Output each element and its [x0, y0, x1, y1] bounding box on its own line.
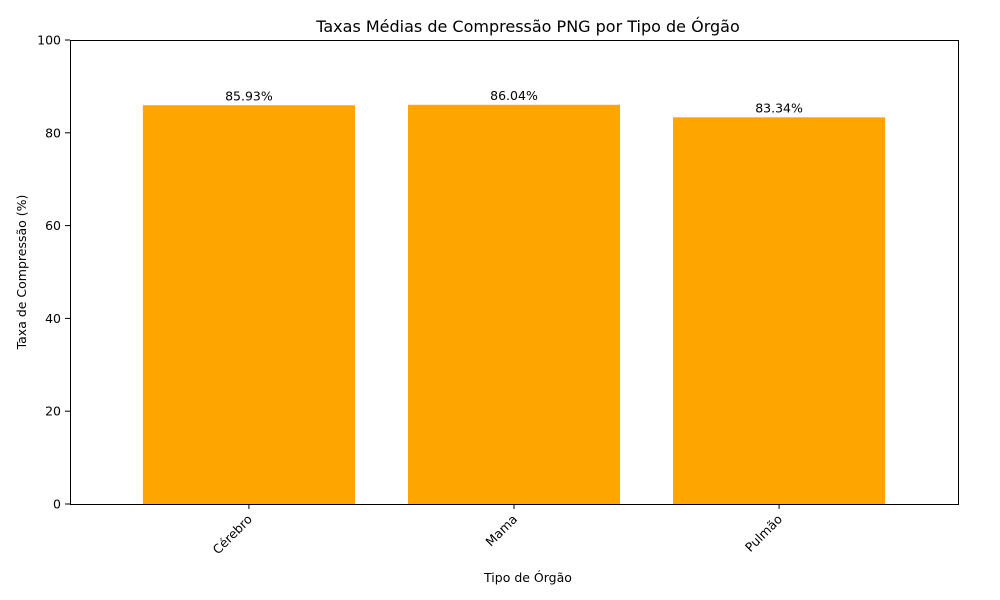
x-tick-label-0: Cérebro — [209, 512, 255, 558]
bar-1 — [407, 104, 621, 505]
x-axis: Cérebro Mama Pulmão — [209, 504, 785, 557]
bar-2 — [673, 117, 886, 505]
y-tick-label-3: 60 — [45, 218, 61, 233]
x-tick-label-2: Pulmão — [742, 512, 785, 555]
bars-group — [142, 104, 886, 505]
data-labels-group: 85.93% 86.04% 83.34% — [225, 88, 803, 116]
x-axis-label: Tipo de Órgão — [483, 570, 572, 585]
y-tick-label-5: 100 — [37, 33, 61, 48]
x-tick-label-1: Mama — [482, 512, 520, 550]
y-tick-label-1: 20 — [45, 404, 61, 419]
chart-title: Taxas Médias de Compressão PNG por Tipo … — [315, 17, 740, 36]
plot-frame — [70, 40, 959, 505]
y-axis-label: Taxa de Compressão (%) — [14, 195, 29, 351]
data-label-1: 86.04% — [490, 88, 538, 103]
y-axis: 0 20 40 60 80 100 — [37, 33, 70, 512]
data-label-0: 85.93% — [225, 88, 273, 103]
y-tick-label-4: 80 — [45, 125, 61, 140]
data-label-2: 83.34% — [755, 100, 803, 115]
y-tick-label-0: 0 — [53, 497, 61, 512]
y-tick-label-2: 40 — [45, 311, 61, 326]
bar-0 — [142, 105, 355, 504]
